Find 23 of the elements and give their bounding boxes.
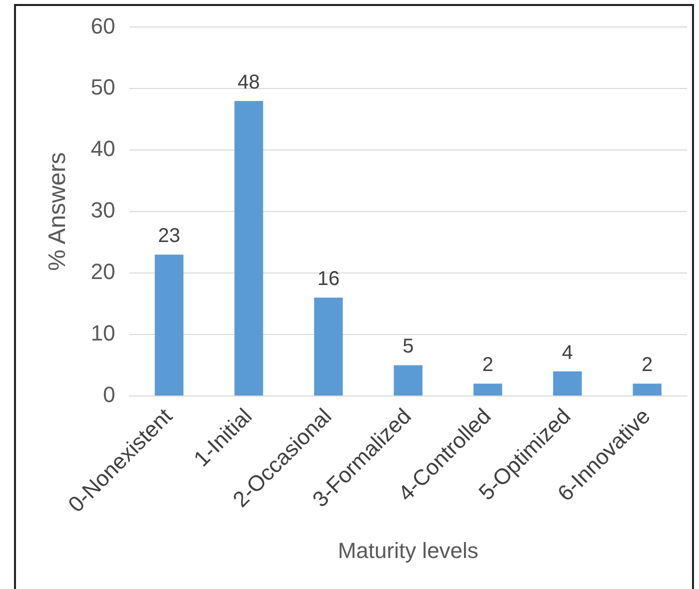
y-tick-label: 60: [90, 13, 116, 38]
bar: [632, 384, 662, 396]
data-label: 23: [158, 225, 180, 248]
bar: [314, 298, 343, 396]
bar: [234, 100, 264, 396]
bar: [553, 371, 582, 396]
y-tick-label: 10: [90, 320, 116, 346]
y-tick-label: 50: [90, 74, 116, 100]
y-tick-label: 0: [103, 382, 116, 408]
data-label: 5: [402, 336, 414, 358]
bar: [154, 254, 184, 396]
data-label: 16: [317, 268, 340, 290]
bar: [394, 365, 422, 396]
data-label: 2: [642, 354, 653, 376]
bar: [473, 384, 502, 396]
y-tick-label: 30: [90, 198, 116, 223]
data-label: 2: [482, 354, 494, 376]
x-axis-title: Maturity levels: [338, 538, 478, 563]
y-axis-title: % Answers: [44, 152, 72, 271]
y-tick-label: 20: [90, 259, 116, 284]
y-tick-label: 40: [90, 136, 116, 162]
data-label: 4: [562, 342, 574, 364]
data-label: 48: [238, 71, 260, 94]
